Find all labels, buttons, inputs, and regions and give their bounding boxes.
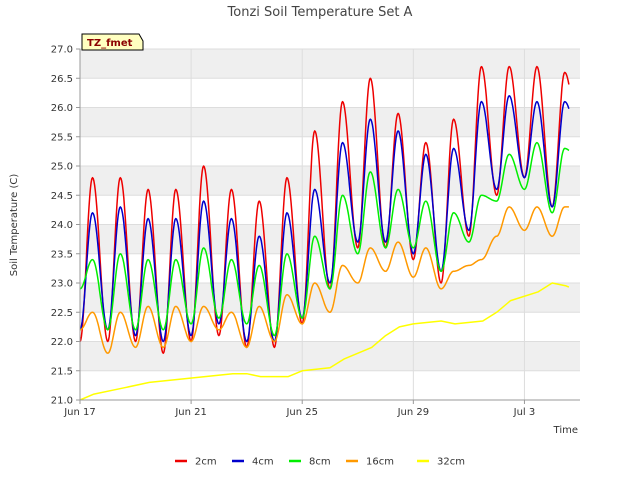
x-axis-label: Time bbox=[553, 425, 578, 436]
y-tick-label: 22.0 bbox=[51, 337, 73, 348]
x-tick-label: Jul 3 bbox=[513, 407, 536, 418]
grid-lines bbox=[79, 48, 580, 401]
y-tick-labels: 21.0 21.5 22.0 22.5 23.0 23.5 24.0 24.5 25.0 25.5… bbox=[51, 45, 80, 407]
series-line-32cm bbox=[79, 282, 570, 401]
series-layer bbox=[79, 65, 570, 401]
y-tick-label: 24.5 bbox=[51, 191, 73, 202]
plot-band bbox=[80, 78, 580, 108]
y-tick-label: 26.0 bbox=[51, 103, 73, 114]
plot-band bbox=[80, 370, 580, 400]
plot-band bbox=[80, 49, 580, 79]
y-tick-label: 27.0 bbox=[51, 45, 73, 56]
tag-box: TZ_fmet bbox=[81, 33, 144, 51]
y-tick-label: 21.5 bbox=[51, 366, 73, 377]
plot-band bbox=[80, 166, 580, 196]
y-tick-label: 23.5 bbox=[51, 249, 73, 260]
y-tick-label: 22.5 bbox=[51, 308, 73, 319]
legend: 2cm 4cm 8cm 16cm 32cm bbox=[175, 457, 465, 468]
y-tick-label: 23.0 bbox=[51, 279, 73, 290]
x-tick-label: Jun 17 bbox=[63, 407, 96, 418]
x-tick-labels: Jun 17 Jun 21 Jun 25 Jun 29 Jul 3 bbox=[63, 400, 535, 418]
y-tick-label: 26.5 bbox=[51, 74, 73, 85]
chart-title: Tonzi Soil Temperature Set A bbox=[227, 5, 413, 20]
legend-label-2cm: 2cm bbox=[195, 457, 217, 468]
legend-label-8cm: 8cm bbox=[309, 457, 331, 468]
tag-label: TZ_fmet bbox=[87, 38, 133, 49]
x-tick-label: Jun 25 bbox=[285, 407, 318, 418]
plot-band bbox=[80, 195, 580, 225]
y-axis-label: Soil Temperature (C) bbox=[9, 174, 20, 277]
plot-band bbox=[80, 253, 580, 283]
plot-background bbox=[80, 49, 580, 400]
y-tick-label: 24.0 bbox=[51, 220, 73, 231]
series-line-8cm bbox=[79, 141, 570, 337]
legend-label-16cm: 16cm bbox=[366, 457, 394, 468]
series-line-4cm bbox=[79, 95, 570, 343]
plot-band bbox=[80, 107, 580, 137]
legend-label-4cm: 4cm bbox=[252, 457, 274, 468]
plot-band bbox=[80, 341, 580, 371]
plot-band bbox=[80, 224, 580, 254]
y-tick-label: 25.5 bbox=[51, 132, 73, 143]
x-tick-label: Jun 29 bbox=[397, 407, 430, 418]
y-tick-label: 21.0 bbox=[51, 396, 73, 407]
plot-band bbox=[80, 312, 580, 342]
y-tick-label: 25.0 bbox=[51, 162, 73, 173]
legend-label-32cm: 32cm bbox=[437, 457, 465, 468]
x-tick-label: Jun 21 bbox=[174, 407, 207, 418]
series-line-16cm bbox=[79, 206, 569, 354]
series-line-2cm bbox=[79, 65, 570, 354]
plot-band bbox=[80, 136, 580, 166]
tag-shape bbox=[81, 33, 144, 51]
